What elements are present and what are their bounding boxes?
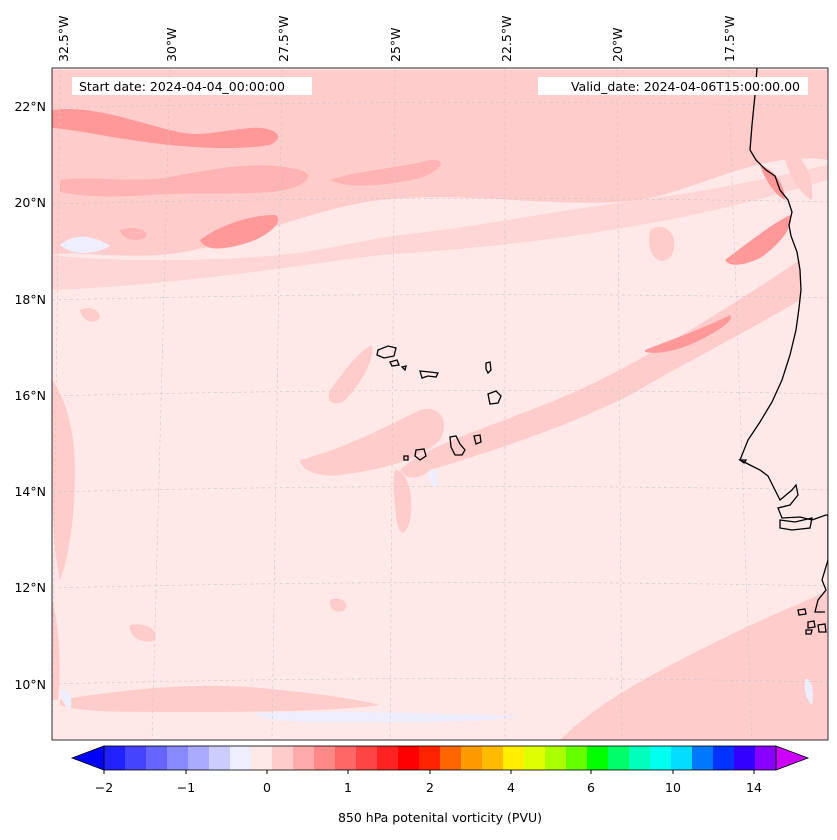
colorbar-cell	[314, 746, 336, 770]
lat-label: 22°N	[14, 99, 46, 114]
island-santiago	[449, 435, 466, 456]
colorbar: −2 −1 0 1 2 4 6 10 14 850 hPa potenital …	[70, 745, 810, 825]
colorbar-cell	[335, 746, 357, 770]
lon-label: 27.5°W	[276, 16, 291, 62]
colorbar-tick: 0	[263, 780, 271, 795]
colorbar-cell	[377, 746, 399, 770]
colorbar-cell	[503, 746, 525, 770]
lat-label: 12°N	[14, 580, 46, 595]
colorbar-cell	[566, 746, 588, 770]
map-frame	[51, 67, 829, 741]
lat-label: 18°N	[14, 292, 46, 307]
lon-label: 32.5°W	[56, 16, 71, 62]
colorbar-cell	[104, 746, 126, 770]
cape-verde-peninsula	[738, 459, 748, 464]
colorbar-cell	[482, 746, 504, 770]
colorbar-tick: 2	[426, 780, 434, 795]
lon-label: 30°W	[164, 27, 179, 62]
lon-label: 22.5°W	[499, 16, 514, 62]
colorbar-cell	[608, 746, 630, 770]
colorbar-cell	[251, 746, 273, 770]
colorbar-cell	[587, 746, 609, 770]
lon-label: 25°W	[388, 27, 403, 62]
colorbar-label: 850 hPa potenital vorticity (PVU)	[338, 810, 542, 825]
island-santo-antao	[376, 345, 397, 359]
colorbar-cell	[692, 746, 714, 770]
lat-label: 16°N	[14, 388, 46, 403]
colorbar-cell	[755, 746, 777, 770]
colorbar-tick: 1	[344, 780, 352, 795]
colorbar-cell	[398, 746, 420, 770]
map-panel	[52, 68, 828, 740]
island-sal	[485, 361, 492, 375]
island-boa-vista	[487, 390, 502, 405]
colorbar-tick: 6	[587, 780, 595, 795]
valid-date-label: Valid_date: 2024-04-06T15:00:00.00	[571, 79, 800, 94]
lon-label: 17.5°W	[722, 16, 737, 62]
colorbar-tick: 10	[665, 780, 681, 795]
colorbar-cell	[209, 746, 231, 770]
pv-field-medium	[52, 109, 791, 353]
island-fogo	[414, 448, 427, 461]
pv-field-negative	[60, 236, 813, 723]
colorbar-cell	[629, 746, 651, 770]
cape-verde-islands	[376, 345, 502, 461]
colorbar-tick: −1	[177, 780, 195, 795]
colorbar-cell	[167, 746, 189, 770]
bijagos-islands	[797, 608, 827, 635]
island-maio	[473, 434, 482, 445]
latitude-labels: 22°N 20°N 18°N 16°N 14°N 12°N 10°N	[14, 99, 46, 692]
colorbar-cell	[713, 746, 735, 770]
colorbar-cell	[293, 746, 315, 770]
colorbar-cell	[524, 746, 546, 770]
colorbar-outline	[103, 745, 777, 771]
colorbar-cell	[272, 746, 294, 770]
colorbar-extend-max	[775, 745, 810, 771]
colorbar-cell	[461, 746, 483, 770]
colorbar-cell	[734, 746, 756, 770]
colorbar-cell	[356, 746, 378, 770]
gambia-river	[779, 517, 813, 531]
colorbar-tick: −2	[95, 780, 113, 795]
colorbar-cell	[671, 746, 693, 770]
colorbar-tick: 4	[507, 780, 515, 795]
colorbar-cell	[146, 746, 168, 770]
valid-date-box	[538, 77, 808, 95]
graticule	[52, 68, 828, 740]
start-date-box	[72, 77, 312, 95]
colorbar-cells	[104, 746, 777, 770]
island-brava	[403, 455, 409, 461]
longitude-labels: 32.5°W 30°W 27.5°W 25°W 22.5°W 20°W 17.5…	[56, 16, 737, 62]
africa-coast	[739, 68, 828, 613]
colorbar-extend-min	[70, 745, 105, 771]
lon-label: 20°W	[610, 27, 625, 62]
lat-label: 10°N	[14, 677, 46, 692]
colorbar-cell	[188, 746, 210, 770]
colorbar-cell	[230, 746, 252, 770]
start-date-label: Start date: 2024-04-04_00:00:00	[79, 79, 285, 94]
colorbar-cell	[125, 746, 147, 770]
island-sao-nicolau	[419, 370, 439, 379]
colorbar-ticks: −2 −1 0 1 2 4 6 10 14	[95, 770, 762, 795]
coastline	[738, 68, 828, 635]
colorbar-cell	[650, 746, 672, 770]
colorbar-tick: 14	[746, 780, 762, 795]
lat-label: 14°N	[14, 484, 46, 499]
colorbar-cell	[545, 746, 567, 770]
island-santa-luzia	[400, 365, 407, 372]
lat-label: 20°N	[14, 195, 46, 210]
island-sao-vicente	[389, 359, 400, 367]
colorbar-cell	[419, 746, 441, 770]
colorbar-cell	[440, 746, 462, 770]
